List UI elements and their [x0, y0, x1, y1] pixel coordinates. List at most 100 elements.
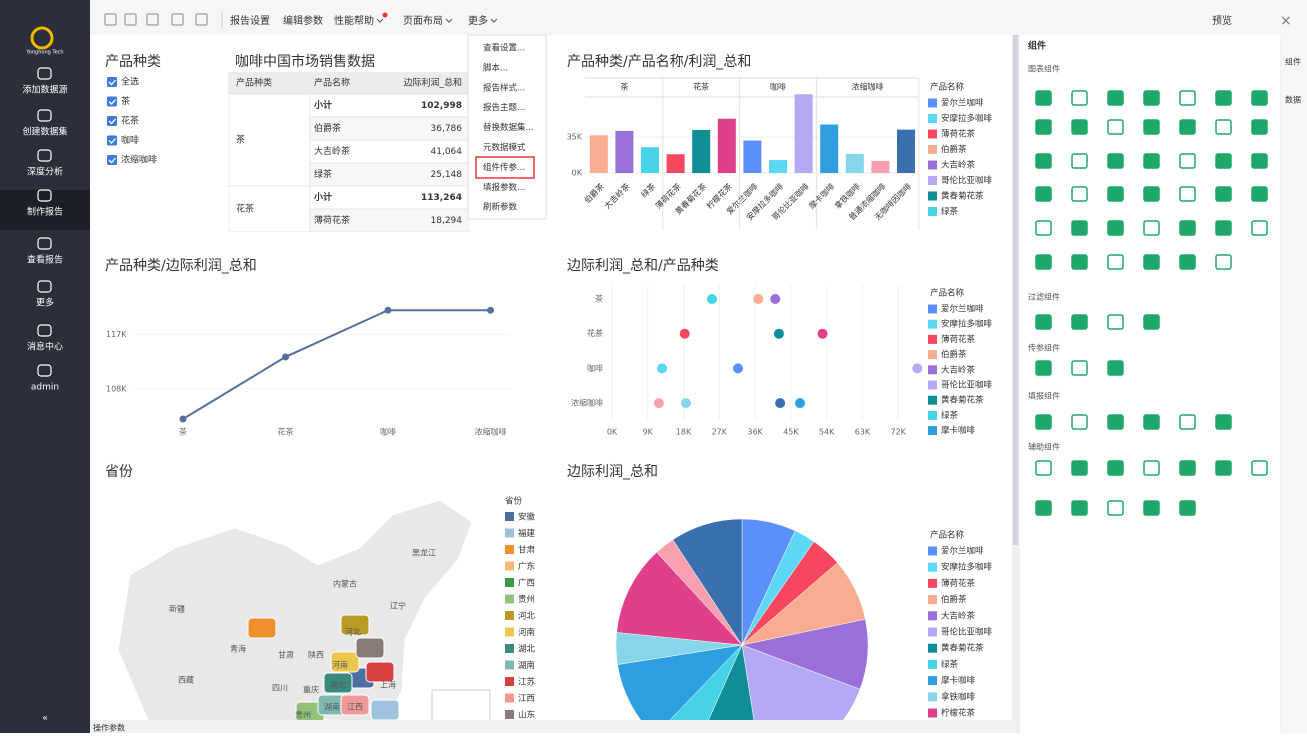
panel-tab[interactable]: 数据 [1285, 95, 1301, 105]
component-icon[interactable] [1071, 414, 1088, 430]
component-icon[interactable] [1143, 414, 1160, 430]
component-icon[interactable] [1251, 186, 1268, 202]
tab[interactable]: 操作参数 [93, 723, 125, 733]
menu-item[interactable]: 替换数据集... [483, 122, 534, 133]
component-icon[interactable] [1035, 90, 1052, 106]
menu-item[interactable]: 查看设置... [483, 43, 525, 54]
component-icon[interactable] [1251, 460, 1268, 476]
component-icon[interactable] [1179, 90, 1196, 106]
component-icon[interactable] [1071, 314, 1088, 330]
component-icon[interactable] [1215, 254, 1232, 270]
component-icon[interactable] [1107, 414, 1124, 430]
component-icon[interactable] [1107, 90, 1124, 106]
component-icon[interactable] [1071, 360, 1088, 376]
component-icon[interactable] [1071, 220, 1088, 236]
nav-item[interactable]: 深度分析 [27, 166, 63, 178]
component-icon[interactable] [1143, 254, 1160, 270]
component-icon[interactable] [1251, 119, 1268, 135]
component-icon[interactable] [1107, 500, 1124, 516]
component-icon[interactable] [1179, 254, 1196, 270]
menu[interactable]: 更多 [468, 14, 488, 27]
component-icon[interactable] [1035, 460, 1052, 476]
nav-item[interactable]: 消息中心 [27, 341, 63, 353]
component-icon[interactable] [1143, 90, 1160, 106]
component-icon[interactable] [1251, 153, 1268, 169]
preview-button[interactable]: 预览 [1212, 14, 1232, 27]
checkbox[interactable] [107, 116, 117, 126]
component-icon[interactable] [1035, 119, 1052, 135]
legend-title: 产品名称 [930, 530, 965, 541]
component-icon[interactable] [1035, 500, 1052, 516]
component-icon[interactable] [1179, 500, 1196, 516]
checkbox[interactable] [107, 96, 117, 107]
component-icon[interactable] [1179, 119, 1196, 135]
component-icon[interactable] [1251, 90, 1268, 106]
component-icon[interactable] [1215, 414, 1232, 430]
component-icon[interactable] [1071, 153, 1088, 169]
component-icon[interactable] [1143, 153, 1160, 169]
component-icon[interactable] [1107, 314, 1124, 330]
nav-item[interactable]: 创建数据集 [22, 126, 67, 138]
component-icon[interactable] [1107, 186, 1124, 202]
component-icon[interactable] [1143, 119, 1160, 135]
component-icon[interactable] [1251, 220, 1268, 236]
component-icon[interactable] [1035, 414, 1052, 430]
component-icon[interactable] [1107, 119, 1124, 135]
component-icon[interactable] [1071, 119, 1088, 135]
component-icon[interactable] [1143, 220, 1160, 236]
nav-item[interactable]: 更多 [36, 297, 54, 309]
component-icon[interactable] [1215, 220, 1232, 236]
checkbox[interactable] [107, 135, 117, 146]
nav-item[interactable]: 查看报告 [27, 254, 63, 266]
component-icon[interactable] [1143, 314, 1160, 330]
component-icon[interactable] [1143, 460, 1160, 476]
component-icon[interactable] [1179, 186, 1196, 202]
component-icon[interactable] [1035, 254, 1052, 270]
component-icon[interactable] [1215, 119, 1232, 135]
menu[interactable]: 性能帮助 [334, 14, 374, 27]
component-icon[interactable] [1071, 90, 1088, 106]
nav-item[interactable]: 制作报告 [27, 206, 63, 218]
component-icon[interactable] [1107, 153, 1124, 169]
menu[interactable]: 编辑参数 [283, 14, 323, 27]
checkbox[interactable] [107, 155, 117, 165]
component-icon[interactable] [1215, 90, 1232, 106]
component-icon[interactable] [1215, 186, 1232, 202]
component-icon[interactable] [1215, 153, 1232, 169]
cell: 102,998 [421, 101, 462, 111]
panel-tab[interactable]: 组件 [1285, 57, 1301, 67]
menu-item[interactable]: 组件传参... [483, 162, 525, 173]
cell: 41,064 [431, 147, 463, 157]
menu-item[interactable]: 刷新参数 [483, 202, 518, 213]
nav-item[interactable]: admin [31, 383, 59, 393]
component-icon[interactable] [1035, 314, 1052, 330]
component-icon[interactable] [1215, 460, 1232, 476]
component-icon[interactable] [1071, 186, 1088, 202]
menu-item[interactable]: 报告主题... [483, 102, 525, 113]
component-icon[interactable] [1179, 153, 1196, 169]
component-icon[interactable] [1179, 460, 1196, 476]
component-icon[interactable] [1107, 220, 1124, 236]
component-icon[interactable] [1107, 460, 1124, 476]
component-icon[interactable] [1035, 186, 1052, 202]
nav-item[interactable]: 添加数据源 [22, 84, 67, 96]
component-icon[interactable] [1071, 500, 1088, 516]
component-icon[interactable] [1107, 360, 1124, 376]
menu[interactable]: 报告设置 [230, 14, 270, 27]
menu-item[interactable]: 报告样式... [483, 82, 525, 93]
component-icon[interactable] [1143, 500, 1160, 516]
component-icon[interactable] [1071, 254, 1088, 270]
component-icon[interactable] [1107, 254, 1124, 270]
component-icon[interactable] [1143, 186, 1160, 202]
menu[interactable]: 页面布局 [403, 15, 443, 27]
checkbox[interactable] [107, 77, 117, 87]
component-icon[interactable] [1179, 414, 1196, 430]
component-icon[interactable] [1071, 460, 1088, 476]
component-icon[interactable] [1035, 360, 1052, 376]
menu-item[interactable]: 元数据模式 [483, 142, 526, 153]
menu-item[interactable]: 脚本... [483, 62, 508, 73]
component-icon[interactable] [1179, 220, 1196, 236]
menu-item[interactable]: 填报参数... [483, 182, 525, 193]
component-icon[interactable] [1035, 220, 1052, 236]
component-icon[interactable] [1035, 153, 1052, 169]
